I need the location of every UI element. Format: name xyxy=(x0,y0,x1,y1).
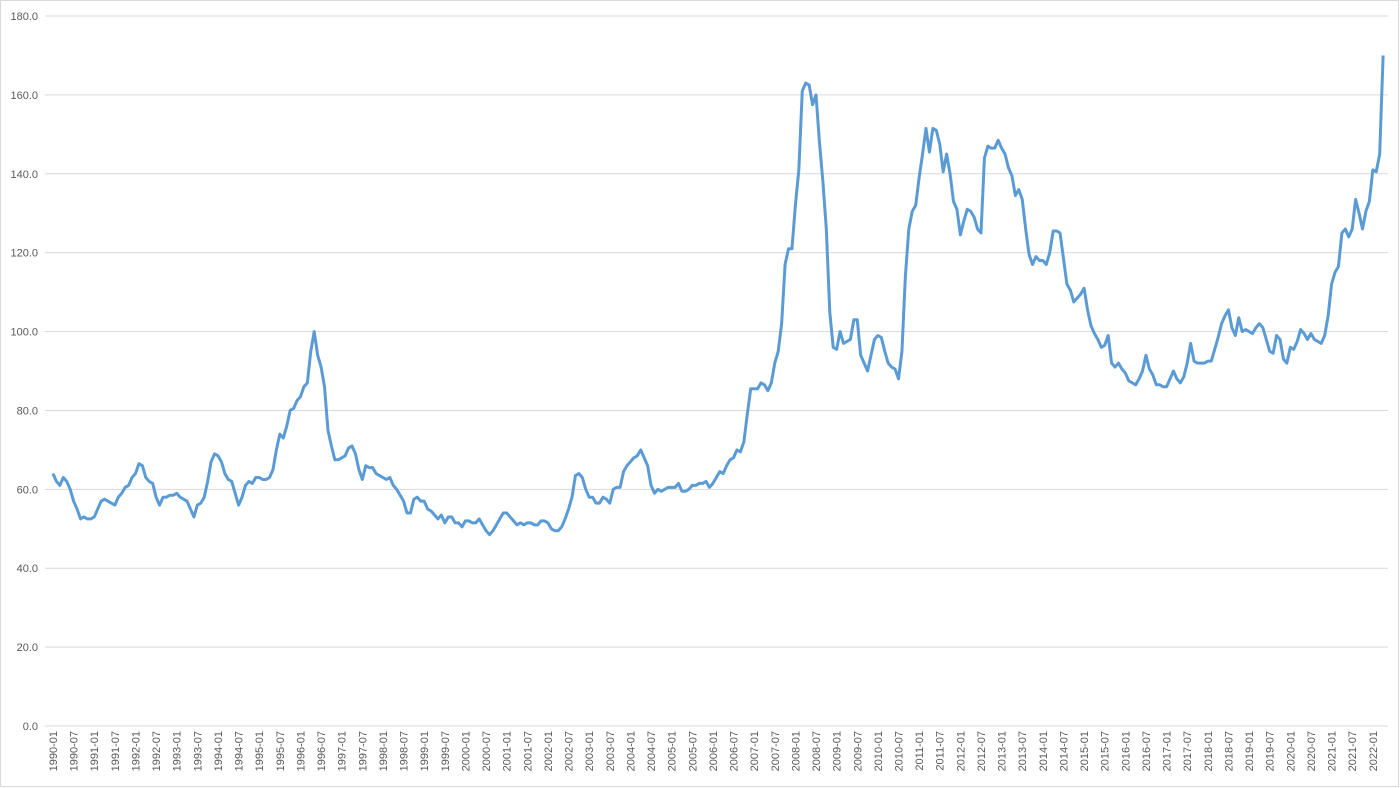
x-tick-label: 2017-01 xyxy=(1162,731,1174,771)
x-tick-label: 1997-01 xyxy=(337,731,349,771)
y-tick-label: 180.0 xyxy=(10,11,38,23)
x-tick-label: 2004-01 xyxy=(625,731,637,771)
x-tick-label: 2009-07 xyxy=(852,731,864,771)
x-tick-label: 2001-01 xyxy=(502,731,514,771)
x-tick-label: 2011-01 xyxy=(914,731,926,771)
x-tick-label: 2002-01 xyxy=(543,731,555,771)
x-tick-label: 2013-01 xyxy=(997,731,1009,771)
x-tick-label: 2003-01 xyxy=(584,731,596,771)
x-tick-label: 2014-01 xyxy=(1038,731,1050,771)
x-tick-label: 2011-07 xyxy=(935,731,947,771)
x-tick-label: 2007-07 xyxy=(770,731,782,771)
x-tick-label: 2004-07 xyxy=(646,731,658,771)
x-tick-label: 2015-01 xyxy=(1079,731,1091,771)
y-tick-label: 140.0 xyxy=(10,169,38,181)
y-tick-label: 80.0 xyxy=(17,405,38,417)
x-tick-label: 2010-07 xyxy=(894,731,906,771)
x-tick-label: 1994-07 xyxy=(234,731,246,771)
x-tick-label: 2020-01 xyxy=(1285,731,1297,771)
x-tick-label: 2000-07 xyxy=(481,731,493,771)
x-tick-label: 2000-01 xyxy=(460,731,472,771)
x-tick-label: 1999-01 xyxy=(419,731,431,771)
x-tick-label: 1996-01 xyxy=(295,731,307,771)
x-tick-label: 1992-07 xyxy=(151,731,163,771)
x-tick-label: 2022-01 xyxy=(1368,731,1380,771)
x-tick-label: 2016-01 xyxy=(1120,731,1132,771)
y-tick-label: 60.0 xyxy=(17,484,38,496)
x-tick-label: 2021-01 xyxy=(1327,731,1339,771)
y-tick-label: 40.0 xyxy=(17,563,38,575)
x-tick-label: 2012-01 xyxy=(955,731,967,771)
y-tick-label: 100.0 xyxy=(10,327,38,339)
x-tick-label: 1996-07 xyxy=(316,731,328,771)
x-tick-label: 2012-07 xyxy=(976,731,988,771)
x-tick-label: 2019-01 xyxy=(1244,731,1256,771)
x-tick-label: 2006-07 xyxy=(729,731,741,771)
x-tick-label: 2018-01 xyxy=(1203,731,1215,771)
x-tick-label: 2005-01 xyxy=(667,731,679,771)
x-tick-label: 1998-07 xyxy=(399,731,411,771)
x-tick-label: 2008-01 xyxy=(790,731,802,771)
x-tick-label: 2016-07 xyxy=(1141,731,1153,771)
x-tick-label: 1998-01 xyxy=(378,731,390,771)
x-tick-label: 2017-07 xyxy=(1182,731,1194,771)
x-tick-label: 1992-01 xyxy=(130,731,142,771)
x-tick-label: 2015-07 xyxy=(1100,731,1112,771)
x-tick-label: 2009-01 xyxy=(832,731,844,771)
x-tick-label: 2001-07 xyxy=(522,731,534,771)
x-tick-label: 1990-07 xyxy=(69,731,81,771)
x-tick-label: 1999-07 xyxy=(440,731,452,771)
x-tick-label: 1991-01 xyxy=(89,731,101,771)
x-tick-label: 2014-07 xyxy=(1058,731,1070,771)
x-tick-label: 2002-07 xyxy=(564,731,576,771)
y-tick-label: 20.0 xyxy=(17,642,38,654)
x-tick-label: 1993-01 xyxy=(172,731,184,771)
x-tick-label: 2021-07 xyxy=(1347,731,1359,771)
x-tick-label: 2020-07 xyxy=(1306,731,1318,771)
y-tick-label: 120.0 xyxy=(10,248,38,260)
x-tick-label: 1991-07 xyxy=(110,731,122,771)
x-tick-label: 1995-07 xyxy=(275,731,287,771)
x-tick-label: 2018-07 xyxy=(1223,731,1235,771)
x-tick-label: 2006-01 xyxy=(708,731,720,771)
y-tick-label: 0.0 xyxy=(23,721,38,733)
x-tick-label: 1993-07 xyxy=(192,731,204,771)
x-tick-label: 2003-07 xyxy=(605,731,617,771)
x-tick-label: 2005-07 xyxy=(687,731,699,771)
x-tick-label: 1990-01 xyxy=(48,731,60,771)
x-tick-label: 2010-01 xyxy=(873,731,885,771)
x-tick-label: 2007-01 xyxy=(749,731,761,771)
x-tick-label: 2019-07 xyxy=(1265,731,1277,771)
x-tick-label: 1994-01 xyxy=(213,731,225,771)
x-tick-label: 2013-07 xyxy=(1017,731,1029,771)
y-tick-label: 160.0 xyxy=(10,90,38,102)
x-tick-label: 1997-07 xyxy=(357,731,369,771)
x-tick-label: 2008-07 xyxy=(811,731,823,771)
data-line xyxy=(51,55,1385,537)
x-tick-label: 1995-01 xyxy=(254,731,266,771)
